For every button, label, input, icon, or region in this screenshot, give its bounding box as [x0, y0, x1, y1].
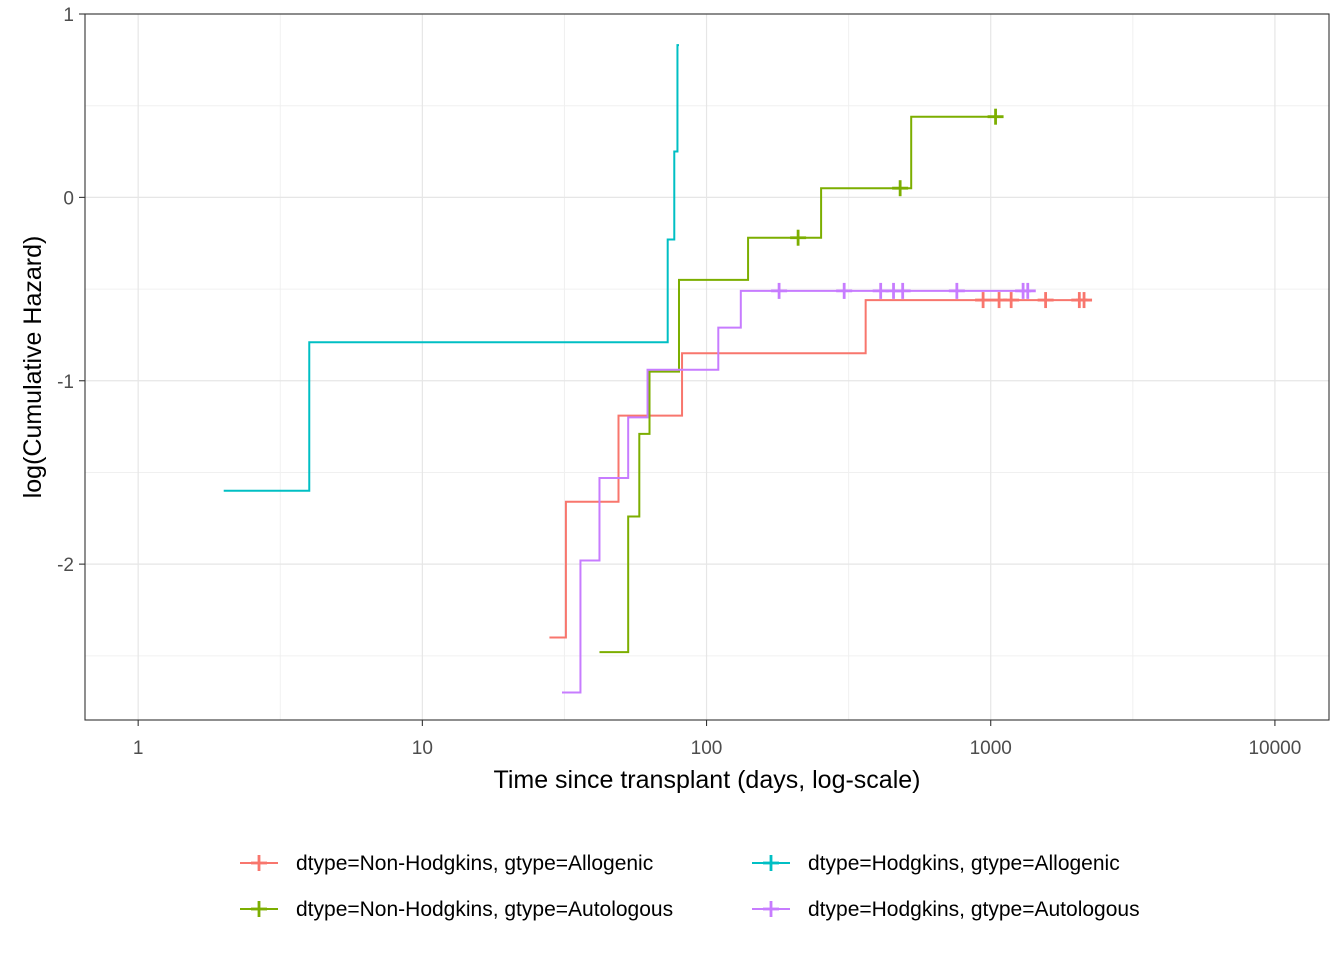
legend-key-marker	[251, 901, 267, 917]
series-2	[599, 108, 1004, 654]
censor-point	[948, 282, 965, 299]
censor-point	[1019, 282, 1036, 299]
censor-point	[1003, 292, 1020, 309]
y-tick-label: 1	[63, 5, 74, 26]
legend-item-2: dtype=Non-Hodgkins, gtype=Autologous	[240, 898, 673, 921]
y-tick-label: 0	[63, 188, 74, 209]
legend-key-marker	[763, 901, 779, 917]
censor-point	[771, 282, 788, 299]
series-layer	[223, 44, 1093, 694]
x-tick-label: 1	[133, 738, 144, 759]
grid-lines	[85, 13, 1329, 720]
series-4	[561, 282, 1036, 694]
legend-item-1: dtype=Non-Hodgkins, gtype=Allogenic	[240, 852, 653, 875]
x-tick-label: 10000	[1248, 738, 1301, 759]
x-tick-label: 1000	[970, 738, 1012, 759]
series-step-line	[223, 44, 679, 492]
censor-point	[894, 282, 911, 299]
legend-key-marker	[763, 855, 779, 871]
legend-label: dtype=Non-Hodgkins, gtype=Autologous	[296, 898, 673, 921]
axes: 1 10 100 1000 10000 -2 -1 0 1	[57, 5, 1301, 759]
legend-label: dtype=Hodgkins, gtype=Autologous	[808, 898, 1140, 921]
censor-point	[790, 229, 807, 246]
censor-point	[975, 292, 992, 309]
y-tick-label: -2	[57, 555, 74, 576]
legend-key-marker	[251, 855, 267, 871]
legend-item-4: dtype=Hodgkins, gtype=Autologous	[752, 898, 1140, 921]
censor-point	[836, 282, 853, 299]
x-tick-label: 10	[412, 738, 433, 759]
series-step-line	[561, 289, 1031, 694]
y-axis-title: log(Cumulative Hazard)	[19, 236, 47, 499]
legend-label: dtype=Non-Hodgkins, gtype=Allogenic	[296, 852, 653, 875]
censor-point	[1037, 292, 1054, 309]
legend-item-3: dtype=Hodgkins, gtype=Allogenic	[752, 852, 1120, 875]
censor-point	[1076, 292, 1093, 309]
censor-point	[892, 180, 909, 197]
legend-label: dtype=Hodgkins, gtype=Allogenic	[808, 852, 1120, 875]
x-axis-title: Time since transplant (days, log-scale)	[493, 766, 920, 794]
censor-point	[987, 108, 1004, 125]
legend: dtype=Non-Hodgkins, gtype=Allogenic dtype…	[240, 852, 1140, 921]
series-3	[223, 44, 679, 492]
x-tick-label: 100	[691, 738, 723, 759]
y-tick-label: -1	[57, 372, 74, 393]
series-step-line	[599, 115, 996, 654]
